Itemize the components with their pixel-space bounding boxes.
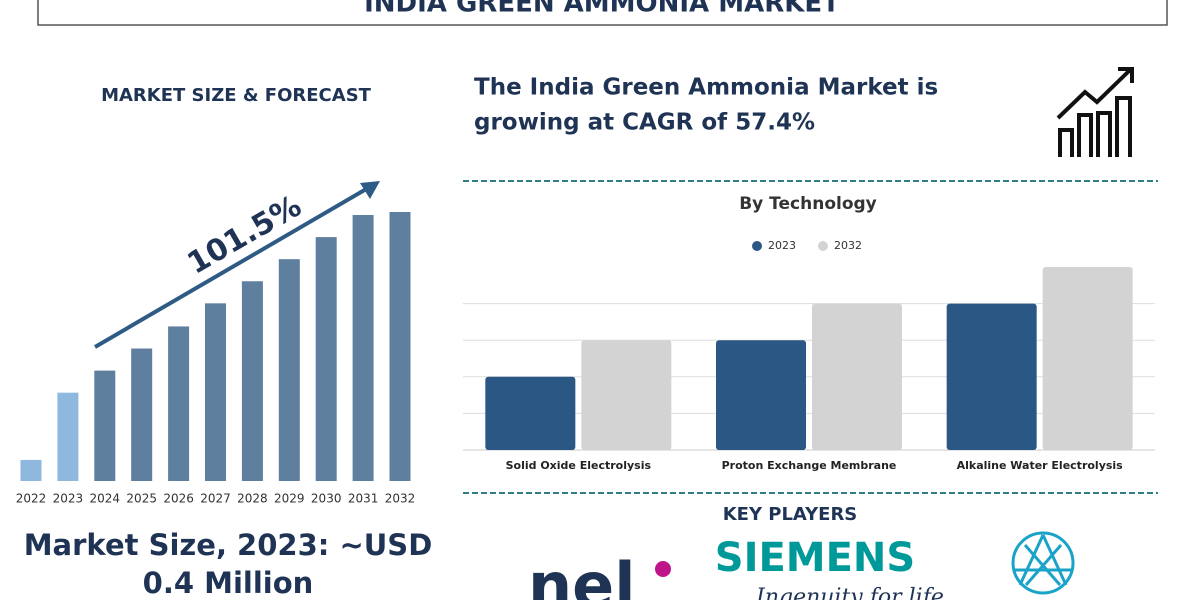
headline: growing at CAGR of 57.4%	[474, 110, 815, 136]
legend-swatch	[752, 241, 762, 251]
market-size: Market Size, 2023: ~USD	[24, 528, 433, 562]
bar	[485, 376, 576, 450]
logo-siemens: SIEMENS	[715, 535, 915, 581]
left-heading: MARKET SIZE & FORECAST	[101, 85, 372, 106]
legend-label: 2023	[768, 239, 796, 252]
logo-dot	[655, 561, 671, 577]
title: INDIA GREEN AMMONIA MARKET	[364, 0, 840, 19]
x-tick-label: Alkaline Water Electrolysis	[957, 459, 1124, 472]
logo-nel: nel	[528, 549, 635, 600]
bar	[581, 340, 672, 450]
bar	[20, 459, 42, 481]
x-tick-label: Proton Exchange Membrane	[722, 459, 897, 472]
x-tick-label: 2032	[385, 492, 416, 506]
title-box	[37, 0, 1168, 26]
x-tick-label: 2029	[274, 492, 305, 506]
x-tick-label: 2030	[311, 492, 342, 506]
market-size: 0.4 Million	[143, 566, 314, 600]
logo-tagline: Ingenuity for life	[755, 585, 944, 600]
bar	[241, 281, 263, 481]
bar	[716, 340, 806, 450]
legend-swatch	[818, 241, 828, 251]
logo-emblem	[1011, 531, 1075, 595]
x-tick-label: 2024	[90, 492, 121, 506]
bar	[278, 259, 300, 481]
bar	[812, 303, 902, 450]
bar	[352, 215, 374, 481]
bar	[315, 237, 337, 481]
bar	[57, 392, 79, 481]
key-players-heading: KEY PLAYERS	[723, 504, 858, 525]
x-tick-label: 2023	[53, 492, 84, 506]
bar	[205, 303, 226, 481]
bar	[946, 303, 1037, 450]
bar	[168, 326, 190, 481]
x-tick-label: 2022	[16, 492, 47, 506]
arrow-head	[360, 181, 380, 199]
chart-title: By Technology	[739, 194, 877, 214]
bar	[1042, 267, 1133, 450]
x-tick-label: 2028	[237, 492, 268, 506]
x-tick-label: 2031	[348, 492, 379, 506]
bar	[389, 212, 411, 481]
headline: The India Green Ammonia Market is	[474, 75, 938, 101]
bar	[131, 348, 153, 481]
legend-label: 2032	[834, 239, 862, 252]
x-tick-label: 2027	[200, 492, 231, 506]
x-tick-label: Solid Oxide Electrolysis	[506, 459, 652, 472]
growth-arrow	[93, 186, 370, 349]
growth-icon	[1056, 67, 1134, 157]
x-tick-label: 2026	[163, 492, 194, 506]
x-tick-label: 2025	[126, 492, 157, 506]
bar	[94, 370, 116, 481]
